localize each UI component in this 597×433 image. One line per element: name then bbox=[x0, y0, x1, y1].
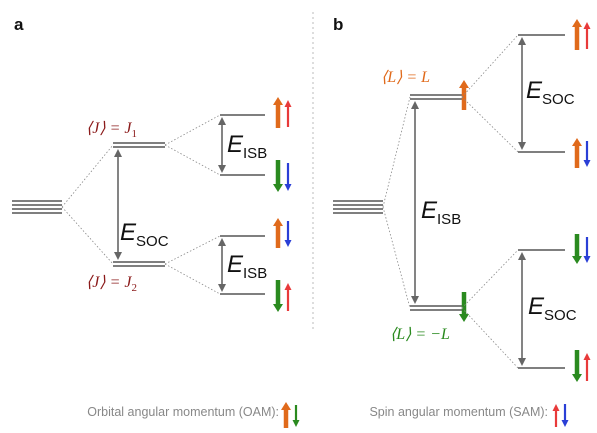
level-label: ⟨J⟩ = J1 bbox=[86, 120, 137, 140]
arrow-head bbox=[411, 296, 419, 304]
spin-arrow bbox=[554, 411, 558, 427]
spin-arrow bbox=[585, 29, 589, 49]
spin-arrow bbox=[283, 410, 289, 428]
spin-arrow-head bbox=[273, 218, 283, 226]
spin-arrow-head bbox=[284, 100, 292, 107]
spin-arrow-head bbox=[583, 353, 591, 360]
spin-arrow bbox=[563, 404, 567, 420]
spin-arrow bbox=[574, 234, 580, 256]
spin-arrow-head bbox=[583, 22, 591, 29]
spin-arrow-head bbox=[583, 160, 591, 167]
arrow-head bbox=[518, 252, 526, 260]
gap-label: EISB bbox=[421, 197, 461, 228]
spin-arrow-head bbox=[459, 80, 469, 88]
spin-arrow bbox=[574, 146, 580, 168]
arrow-head bbox=[114, 252, 122, 260]
gap-label: ESOC bbox=[526, 77, 575, 108]
spin-arrow bbox=[294, 405, 298, 420]
spin-arrow-head bbox=[281, 402, 291, 410]
gap-label: EISB bbox=[227, 131, 267, 162]
arrow-head bbox=[518, 142, 526, 150]
connector bbox=[382, 206, 411, 309]
spin-arrow bbox=[275, 105, 281, 128]
connector bbox=[164, 235, 221, 265]
arrow-head bbox=[411, 101, 419, 109]
panel-letter: b bbox=[333, 15, 343, 34]
spin-arrow-head bbox=[273, 97, 283, 105]
connector bbox=[61, 144, 114, 208]
connector bbox=[164, 114, 221, 146]
level-label: ⟨L⟩ = L bbox=[381, 69, 430, 86]
spin-arrow-head bbox=[572, 19, 582, 27]
spin-arrow bbox=[585, 141, 589, 160]
legend-label: Orbital angular momentum (OAM): bbox=[87, 405, 279, 419]
connector bbox=[382, 96, 411, 208]
arrow-head bbox=[518, 358, 526, 366]
gap-label: ESOC bbox=[120, 219, 169, 250]
spin-arrow bbox=[286, 107, 290, 127]
arrow-head bbox=[518, 37, 526, 45]
panel-letter: a bbox=[14, 15, 24, 34]
spin-arrow bbox=[461, 292, 467, 314]
connector bbox=[461, 96, 519, 153]
connector bbox=[461, 249, 519, 309]
spin-arrow-head bbox=[284, 240, 292, 247]
arrow-head bbox=[218, 284, 226, 292]
spin-arrow-head bbox=[561, 420, 569, 427]
spin-arrow bbox=[461, 88, 467, 110]
spin-arrow-head bbox=[284, 283, 292, 290]
spin-arrow bbox=[585, 237, 589, 256]
connector bbox=[164, 263, 221, 295]
spin-arrow bbox=[275, 160, 281, 184]
spin-arrow bbox=[286, 290, 290, 311]
spin-arrow-head bbox=[459, 314, 469, 322]
spin-arrow-head bbox=[572, 256, 582, 264]
spin-arrow-head bbox=[273, 304, 283, 312]
spin-arrow-head bbox=[273, 184, 283, 192]
spin-arrow-head bbox=[572, 138, 582, 146]
spin-arrow-head bbox=[292, 420, 300, 427]
spin-arrow-head bbox=[572, 374, 582, 382]
spin-arrow bbox=[585, 360, 589, 381]
spin-arrow bbox=[286, 163, 290, 184]
arrow-head bbox=[218, 238, 226, 246]
spin-arrow-head bbox=[552, 404, 560, 411]
spin-arrow bbox=[574, 350, 580, 374]
connector bbox=[164, 144, 221, 176]
connector bbox=[61, 206, 114, 265]
spin-arrow-head bbox=[284, 184, 292, 191]
gap-label: EISB bbox=[227, 251, 267, 282]
spin-arrow bbox=[275, 280, 281, 304]
connector bbox=[461, 34, 519, 98]
arrow-head bbox=[218, 117, 226, 125]
arrow-head bbox=[114, 149, 122, 157]
spin-arrow bbox=[275, 226, 281, 248]
spin-arrow bbox=[286, 221, 290, 240]
legend-label: Spin angular momentum (SAM): bbox=[369, 405, 548, 419]
level-label: ⟨J⟩ = J2 bbox=[86, 274, 137, 294]
spin-arrow-head bbox=[583, 256, 591, 263]
spin-arrow bbox=[574, 27, 580, 50]
level-label: ⟨L⟩ = −L bbox=[390, 326, 450, 343]
gap-label: ESOC bbox=[528, 293, 577, 324]
connector bbox=[461, 307, 519, 369]
arrow-head bbox=[218, 165, 226, 173]
